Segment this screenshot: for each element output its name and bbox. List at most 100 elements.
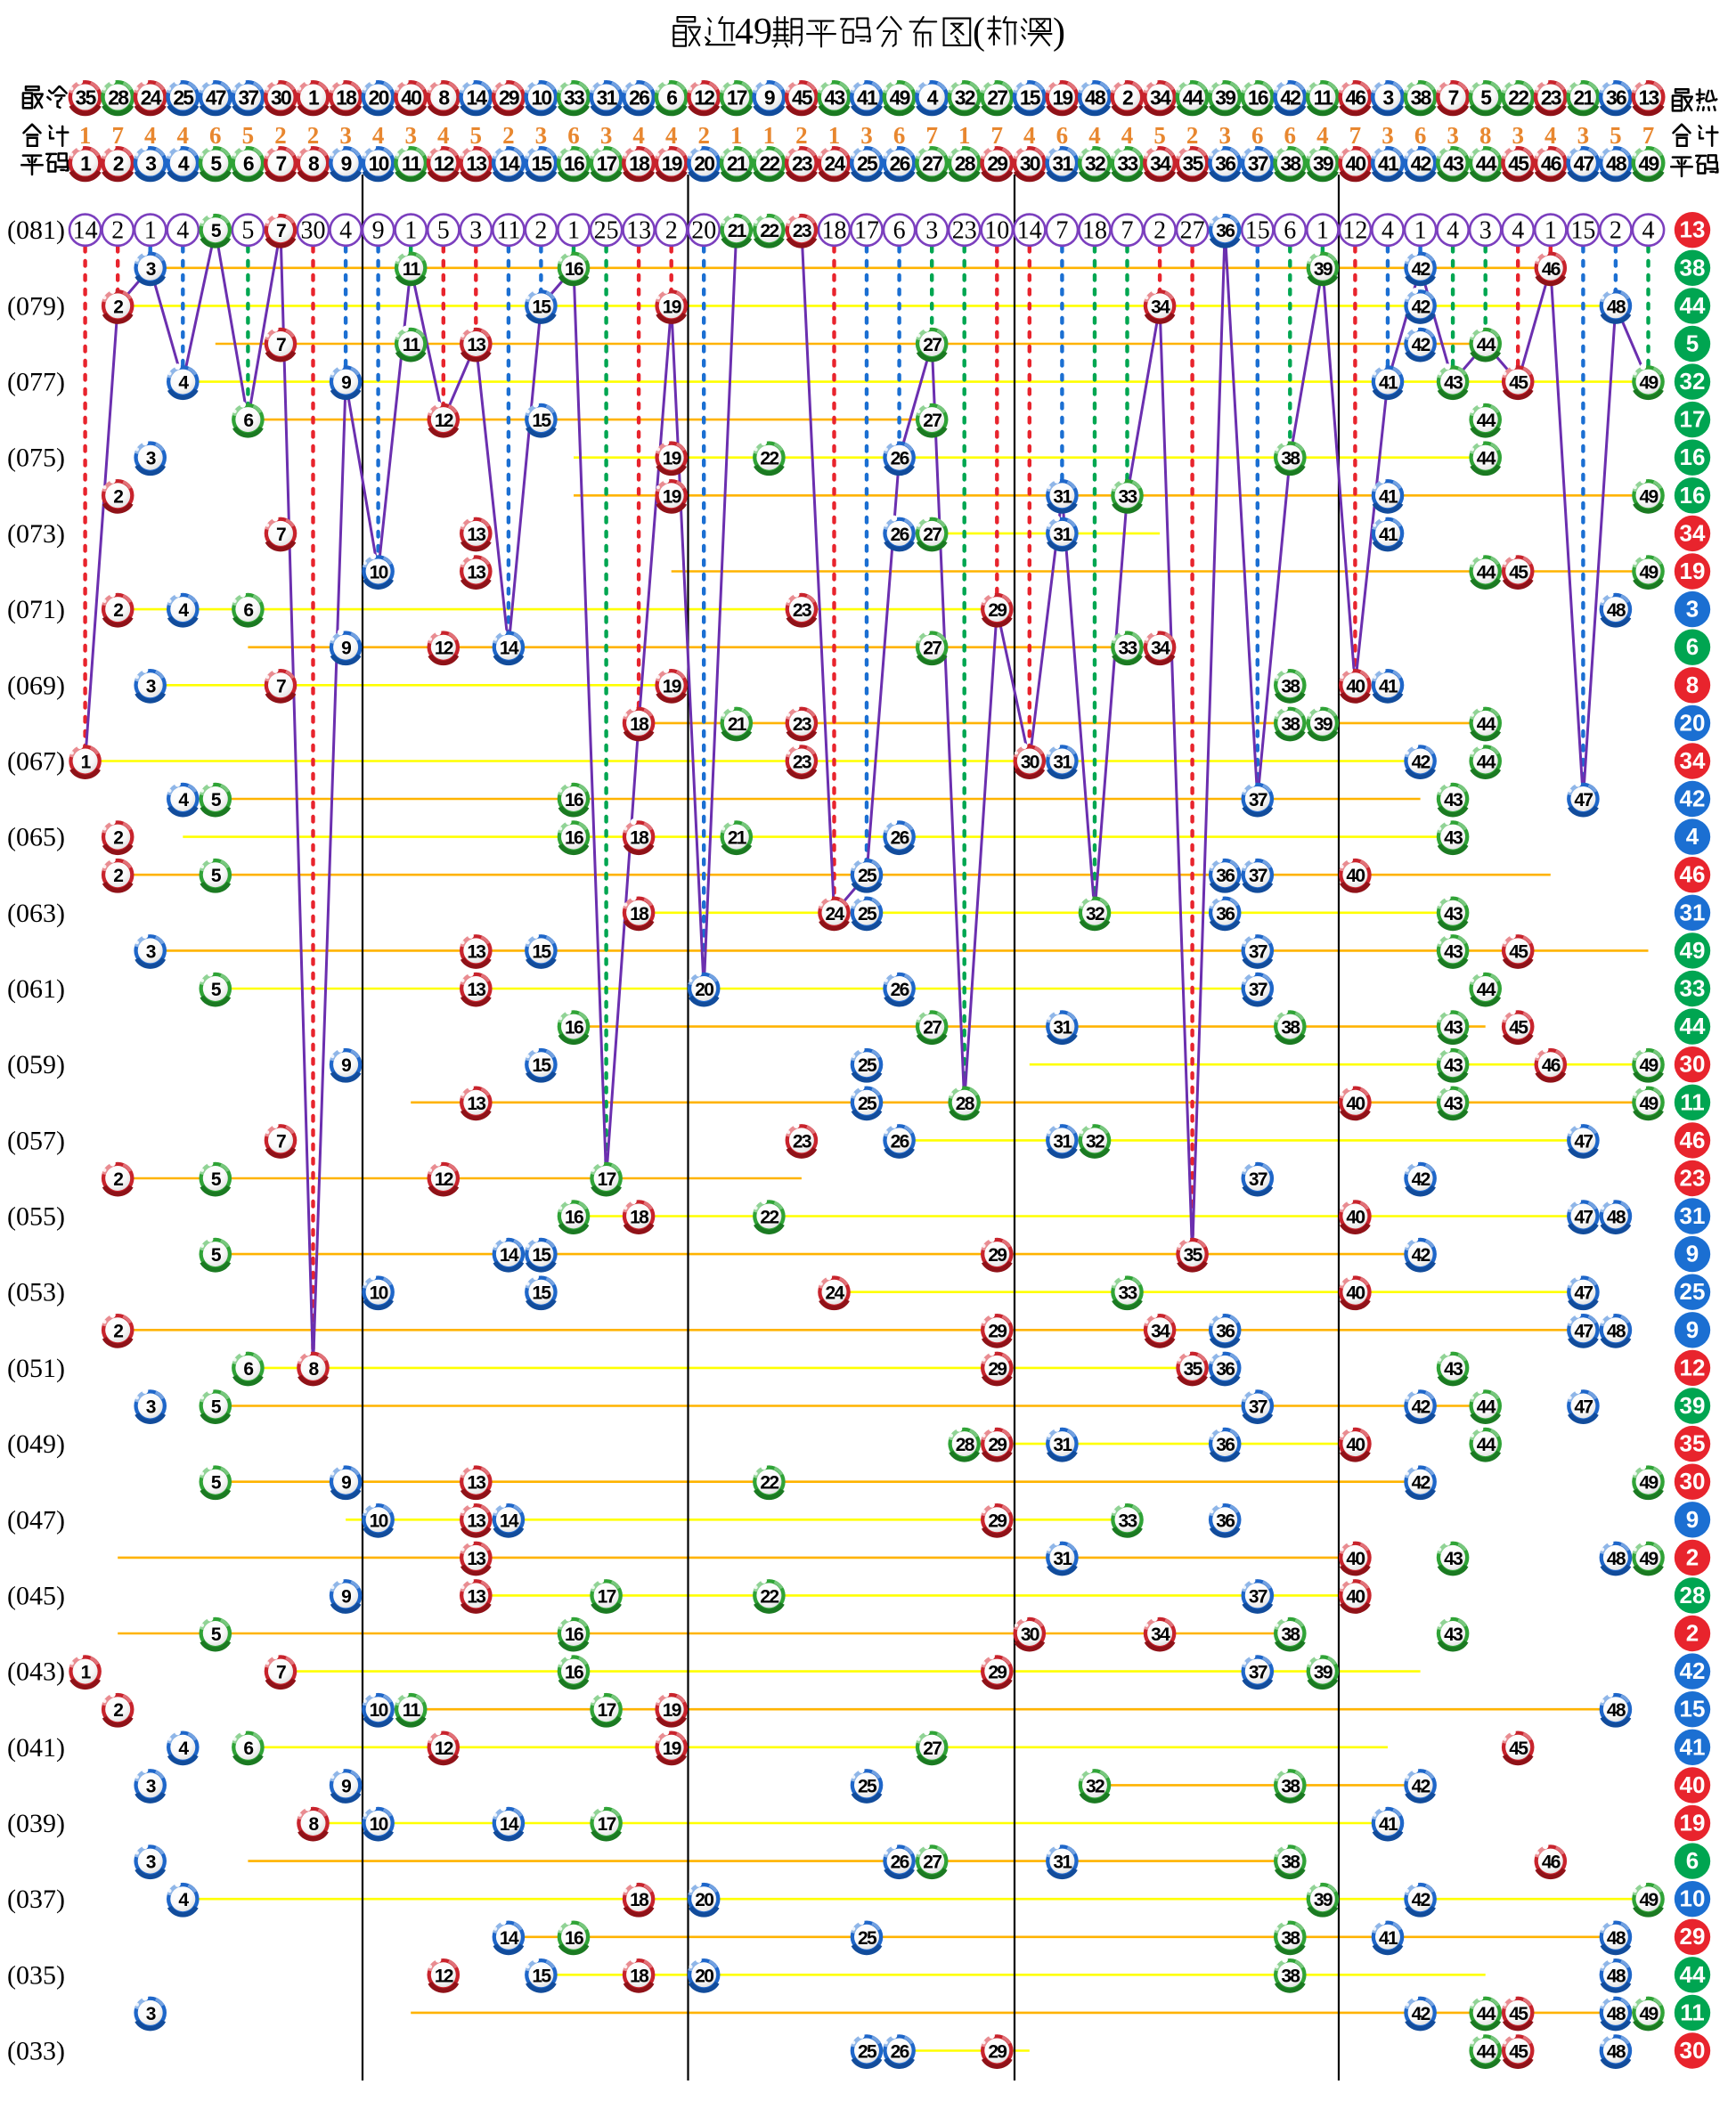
svg-text:46: 46 [1542,1055,1561,1076]
svg-text:48: 48 [1607,2004,1626,2024]
svg-text:14: 14 [73,217,98,245]
svg-text:7: 7 [1055,217,1068,245]
svg-text:2: 2 [113,1169,123,1190]
svg-text:36: 36 [1215,151,1235,175]
svg-text:27: 27 [922,151,942,175]
svg-text:47: 47 [1574,1321,1593,1341]
svg-text:30: 30 [1680,1468,1706,1494]
svg-text:4: 4 [144,122,157,149]
svg-text:43: 43 [1444,904,1463,924]
svg-text:34: 34 [1680,747,1706,774]
svg-text:42: 42 [1680,786,1706,812]
svg-text:12: 12 [694,86,714,109]
svg-text:3: 3 [146,1852,156,1873]
svg-text:30: 30 [1680,2037,1706,2064]
svg-text:47: 47 [1574,1283,1593,1304]
svg-text:11: 11 [1680,1088,1705,1115]
svg-text:30: 30 [1021,753,1039,773]
svg-text:6: 6 [1414,122,1427,149]
svg-text:(067): (067) [7,747,65,777]
svg-text:27: 27 [923,639,941,659]
svg-text:3: 3 [1381,122,1394,149]
svg-text:15: 15 [532,941,551,962]
svg-text:41: 41 [1378,151,1399,175]
svg-text:48: 48 [1607,1321,1626,1341]
svg-text:24: 24 [826,904,845,924]
svg-text:7: 7 [1349,122,1362,149]
svg-text:30: 30 [1680,1051,1706,1078]
svg-text:29: 29 [499,86,519,109]
svg-text:3: 3 [146,1397,156,1418]
svg-text:4: 4 [1512,217,1524,245]
svg-text:41: 41 [1379,1928,1398,1949]
svg-text:25: 25 [858,1055,877,1076]
svg-text:23: 23 [793,600,811,621]
svg-text:34: 34 [1151,1624,1170,1645]
svg-text:22: 22 [760,1586,778,1607]
svg-text:14: 14 [500,639,519,659]
svg-text:27: 27 [923,1018,941,1038]
svg-text:31: 31 [1680,899,1706,925]
svg-text:26: 26 [891,525,909,545]
svg-text:1: 1 [1316,217,1329,245]
svg-text:18: 18 [1082,217,1107,245]
svg-text:46: 46 [1680,1127,1706,1153]
svg-text:11: 11 [496,217,520,245]
svg-text:40: 40 [1346,676,1365,696]
svg-text:31: 31 [597,86,618,109]
svg-text:32: 32 [1086,1776,1104,1796]
svg-text:15: 15 [532,1966,551,1986]
svg-text:48: 48 [1607,297,1626,317]
svg-text:23: 23 [792,151,812,175]
svg-text:5: 5 [1153,122,1166,149]
svg-text:15: 15 [1245,217,1270,245]
svg-text:45: 45 [1509,1738,1528,1759]
svg-text:20: 20 [695,1966,713,1986]
svg-text:4: 4 [372,122,385,149]
svg-text:13: 13 [467,1586,485,1607]
svg-text:33: 33 [1119,1510,1137,1531]
svg-text:15: 15 [531,151,552,175]
svg-text:48: 48 [1607,1966,1626,1986]
svg-text:19: 19 [663,1700,681,1721]
svg-text:1: 1 [1414,217,1427,245]
svg-text:19: 19 [663,486,681,507]
svg-text:21: 21 [728,828,747,849]
svg-text:31: 31 [1053,1549,1072,1569]
svg-text:29: 29 [988,1435,1007,1455]
svg-text:17: 17 [598,1586,616,1607]
svg-text:18: 18 [336,86,357,109]
svg-text:(033): (033) [7,2037,65,2066]
svg-text:(059): (059) [7,1050,65,1079]
svg-text:2: 2 [665,217,678,245]
svg-text:29: 29 [988,600,1007,621]
svg-text:1: 1 [958,122,971,149]
svg-text:21: 21 [728,714,747,735]
svg-text:17: 17 [727,86,747,109]
svg-text:3: 3 [535,122,548,149]
svg-text:11: 11 [1680,1999,1705,2025]
svg-text:18: 18 [630,828,649,849]
svg-text:6: 6 [243,600,253,621]
svg-text:41: 41 [1379,525,1398,545]
svg-text:27: 27 [987,86,1007,109]
svg-text:27: 27 [923,335,941,355]
svg-text:33: 33 [1119,486,1137,507]
svg-text:29: 29 [988,1510,1007,1531]
svg-text:42: 42 [1411,151,1431,175]
svg-text:30: 30 [271,86,291,109]
svg-text:9: 9 [341,1473,351,1494]
svg-text:40: 40 [1346,1208,1365,1228]
svg-text:12: 12 [435,411,453,431]
svg-text:42: 42 [1412,297,1430,317]
svg-text:3: 3 [146,1776,156,1796]
svg-text:23: 23 [793,221,811,241]
svg-text:(035): (035) [7,1960,65,1990]
svg-text:40: 40 [1346,1435,1365,1455]
svg-text:28: 28 [1680,1582,1706,1608]
svg-text:48: 48 [1085,86,1106,109]
svg-text:40: 40 [1346,1283,1365,1304]
svg-text:(069): (069) [7,671,65,700]
svg-text:31: 31 [1053,525,1072,545]
svg-text:2: 2 [697,122,710,149]
